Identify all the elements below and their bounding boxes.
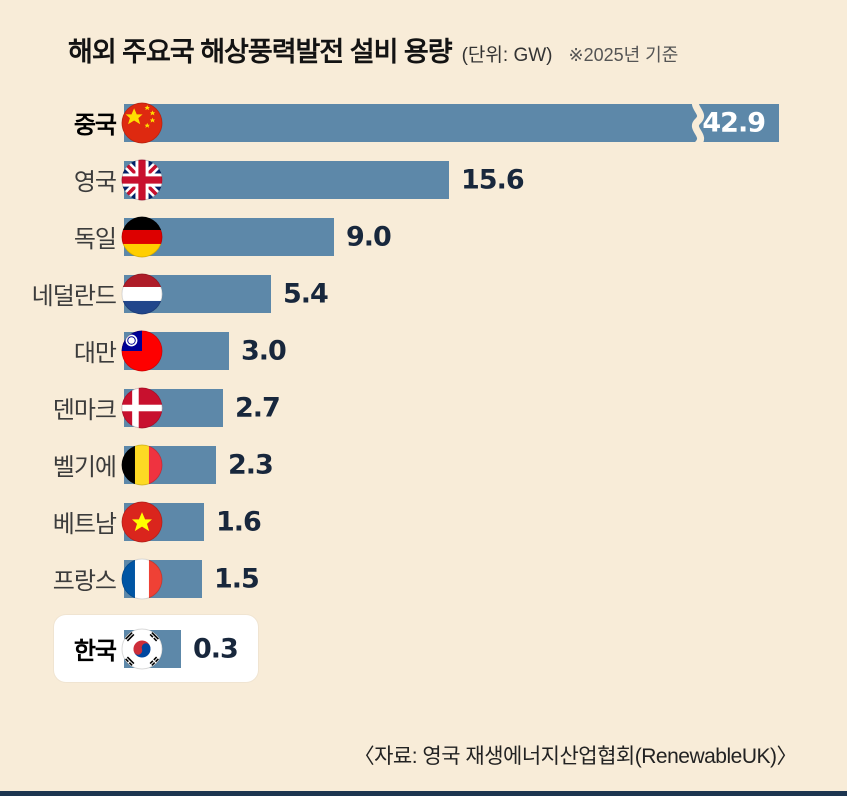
bar [124,103,779,142]
bar-track: 2.7 [116,386,847,429]
chart-row: 대만 3.0 [0,322,847,379]
flag-germany-icon [121,215,163,258]
value-label: 1.5 [214,563,260,594]
value-label: 9.0 [346,221,392,252]
chart-rows: 중국 42.9 영국 15.6 독일 9.0 네덜란드 5.4 대만 3.0 덴마크 2.7 벨기에 2.… [0,94,847,682]
value-label: 2.7 [235,392,281,423]
value-label: 0.3 [193,633,239,664]
flag-france-icon [121,557,163,600]
flag-vietnam-icon [121,500,163,543]
country-label: 한국 [73,638,117,665]
value-label: 2.3 [228,449,274,480]
country-label: 독일 [73,226,117,253]
chart-row: 벨기에 2.3 [0,436,847,493]
country-label: 베트남 [52,511,117,538]
chart-header: 해외 주요국 해상풍력발전 설비 용량 (단위: GW) ※2025년 기준 [68,30,678,69]
bar-track: 0.3 [116,627,847,670]
chart-row: 프랑스 1.5 [0,550,847,607]
bar-track: 1.6 [116,500,847,543]
bar-track: 15.6 [116,158,847,201]
country-label: 영국 [73,169,117,196]
value-label: 1.6 [216,506,262,537]
axis-break-squiggle-icon [687,95,709,151]
chart-row: 한국 0.3 [0,615,847,682]
bar-track: 9.0 [116,215,847,258]
value-label: 15.6 [461,164,525,195]
flag-uk-icon [121,158,163,201]
chart-row: 독일 9.0 [0,208,847,265]
chart-row: 영국 15.6 [0,151,847,208]
country-label: 덴마크 [52,397,117,424]
chart-row: 중국 42.9 [0,94,847,151]
country-label: 네덜란드 [31,283,117,310]
flag-denmark-icon [121,386,163,429]
bottom-rule [0,791,847,796]
asof-note: ※2025년 기준 [568,45,679,65]
flag-taiwan-icon [121,329,163,372]
unit-label: (단위: GW) [461,45,553,66]
bar [124,160,449,199]
page-title: 해외 주요국 해상풍력발전 설비 용량 [68,37,453,67]
value-label: 5.4 [283,278,329,309]
country-label: 벨기에 [52,454,117,481]
bar-track: 2.3 [116,443,847,486]
flag-netherlands-icon [121,272,163,315]
chart-row: 네덜란드 5.4 [0,265,847,322]
country-label: 프랑스 [52,568,117,595]
bar-track: 3.0 [116,329,847,372]
flag-china-icon [121,101,163,144]
country-label: 대만 [73,340,117,367]
flag-korea-icon [121,627,163,670]
source-credit: 〈자료: 영국 재생에너지산업협회(RenewableUK)〉 [353,745,798,768]
flag-belgium-icon [121,443,163,486]
bar-track: 5.4 [116,272,847,315]
value-label: 3.0 [241,335,287,366]
bar-track: 1.5 [116,557,847,600]
chart-row: 덴마크 2.7 [0,379,847,436]
chart-row: 베트남 1.6 [0,493,847,550]
country-label: 중국 [73,112,117,139]
value-label: 42.9 [702,107,766,138]
bar-track: 42.9 [116,95,847,148]
